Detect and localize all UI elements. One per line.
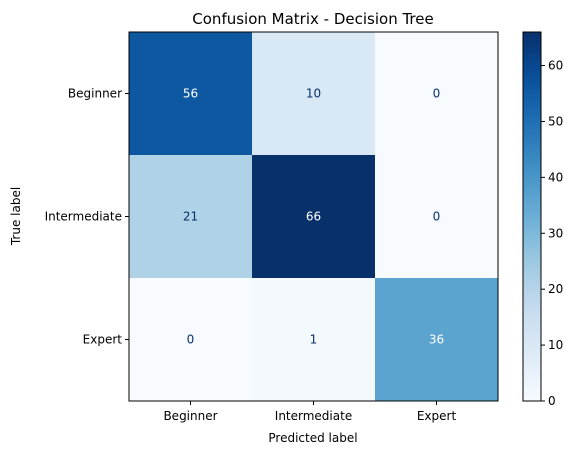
x-axis-label: Predicted label xyxy=(268,431,357,445)
cell-value-label: 0 xyxy=(187,333,195,347)
cell-value-label: 66 xyxy=(306,210,321,224)
heatmap-cell xyxy=(252,155,375,278)
axis-ticks: Beginner Intermediate Expert Beginner Interm… xyxy=(45,87,457,424)
cell-value-label: 0 xyxy=(433,210,441,224)
colorbar-tick-label: 0 xyxy=(548,394,556,408)
heatmap-cell xyxy=(252,32,375,155)
colorbar-tick-label: 60 xyxy=(548,59,563,73)
y-axis-label: True label xyxy=(9,187,23,246)
cell-value-label: 10 xyxy=(306,87,321,101)
colorbar-ticks: 0 10 20 30 40 50 60 xyxy=(541,59,563,408)
cell-value-label: 0 xyxy=(433,87,441,101)
colorbar-tick-label: 40 xyxy=(548,170,563,184)
heatmap-cell xyxy=(129,32,252,155)
colorbar-tick-label: 20 xyxy=(548,282,563,296)
heatmap-cell xyxy=(375,155,498,278)
x-tick-label: Beginner xyxy=(163,409,217,423)
colorbar-tick-label: 50 xyxy=(548,114,563,128)
y-tick-label: Expert xyxy=(83,333,123,347)
colorbar-tick-label: 10 xyxy=(548,338,563,352)
y-tick-label: Beginner xyxy=(68,87,122,101)
cell-value-label: 36 xyxy=(429,333,444,347)
chart-title: Confusion Matrix - Decision Tree xyxy=(192,10,433,28)
x-tick-label: Intermediate xyxy=(275,409,352,423)
heatmap-cell xyxy=(375,32,498,155)
cell-value-label: 21 xyxy=(183,210,198,224)
x-tick-label: Expert xyxy=(417,409,457,423)
heatmap-cell xyxy=(129,155,252,278)
heatmap-cell xyxy=(129,278,252,401)
heatmap-cell xyxy=(375,278,498,401)
colorbar xyxy=(522,31,542,402)
y-tick-label: Intermediate xyxy=(45,210,122,224)
cell-value-label: 56 xyxy=(183,87,198,101)
heatmap-cell xyxy=(252,278,375,401)
cell-value-label: 1 xyxy=(310,333,318,347)
colorbar-tick-label: 30 xyxy=(548,226,563,240)
heatmap-cells: 56 10 0 21 66 0 0 1 36 xyxy=(129,32,498,401)
